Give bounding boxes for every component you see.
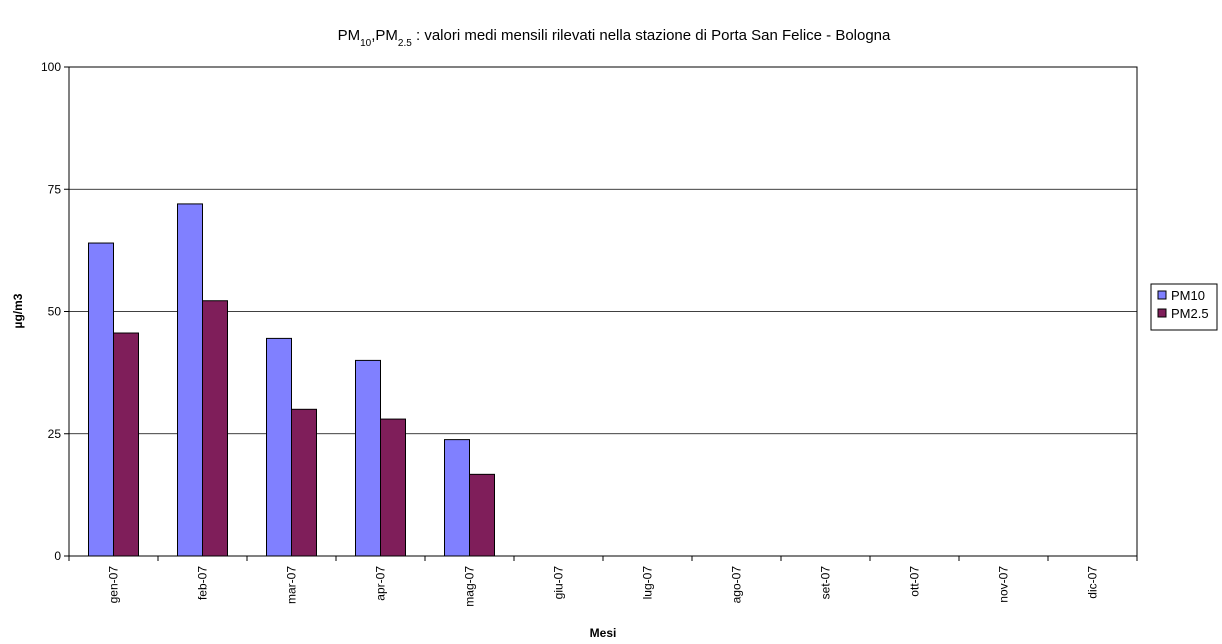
bar-pm25-gen-07 xyxy=(113,332,139,557)
bar-pm10-gen-07 xyxy=(88,242,114,557)
title-pm10-base: PM xyxy=(338,27,361,44)
bar-pm10-mag-07 xyxy=(444,439,470,557)
gridlines xyxy=(68,66,1138,557)
x-tick-label: nov-07 xyxy=(997,566,1011,603)
bar-pm25-mar-07 xyxy=(291,408,317,557)
legend-label: PM2.5 xyxy=(1171,306,1209,321)
chart-title: PM10,PM2.5 : valori medi mensili rilevat… xyxy=(338,27,891,49)
x-tick-label: feb-07 xyxy=(196,566,210,600)
x-tick-label: apr-07 xyxy=(374,566,388,601)
title-pm25-subscript: 2.5 xyxy=(398,38,412,49)
x-tick-labels: gen-07 feb-07 mar-07 apr-07 mag-07 giu-07 lug-… xyxy=(107,566,1100,607)
bar-pm10-feb-07 xyxy=(177,203,203,557)
legend-swatch xyxy=(1157,290,1167,300)
title-pm10-subscript: 10 xyxy=(360,38,372,49)
x-tick-label: mar-07 xyxy=(285,566,299,604)
legend-label: PM10 xyxy=(1171,288,1205,303)
bars xyxy=(88,203,495,557)
bar-pm25-mag-07 xyxy=(469,473,495,557)
y-tick-label: 100 xyxy=(41,60,61,74)
y-tick-label: 25 xyxy=(48,427,62,441)
x-tick-label: dic-07 xyxy=(1086,566,1100,599)
y-axis-label: µg/m3 xyxy=(11,293,25,328)
x-tick-label: gen-07 xyxy=(107,566,121,604)
x-tick-label: lug-07 xyxy=(641,566,655,600)
bar-pm25-apr-07 xyxy=(380,418,406,557)
title-rest: : valori medi mensili rilevati nella sta… xyxy=(412,27,891,44)
bar-pm10-mar-07 xyxy=(266,337,292,557)
legend: PM10 PM2.5 xyxy=(1150,283,1218,331)
x-tick-label: mag-07 xyxy=(463,566,477,607)
x-axis-label: Mesi xyxy=(590,626,617,640)
y-tick-label: 75 xyxy=(48,182,62,196)
bar-pm25-feb-07 xyxy=(202,300,228,557)
y-tick-label: 50 xyxy=(48,305,62,319)
y-tick-label: 0 xyxy=(54,549,61,563)
x-tick-label: giu-07 xyxy=(552,566,566,600)
bar-pm10-apr-07 xyxy=(355,359,381,557)
title-pm25-base: ,PM xyxy=(371,27,398,44)
x-tick-label: ago-07 xyxy=(730,566,744,604)
x-tick-label: set-07 xyxy=(819,566,833,600)
y-tick-labels: 0 25 50 75 100 xyxy=(41,60,61,563)
x-tick-label: ott-07 xyxy=(908,566,922,597)
axes xyxy=(64,66,1138,561)
legend-swatch xyxy=(1157,308,1167,318)
